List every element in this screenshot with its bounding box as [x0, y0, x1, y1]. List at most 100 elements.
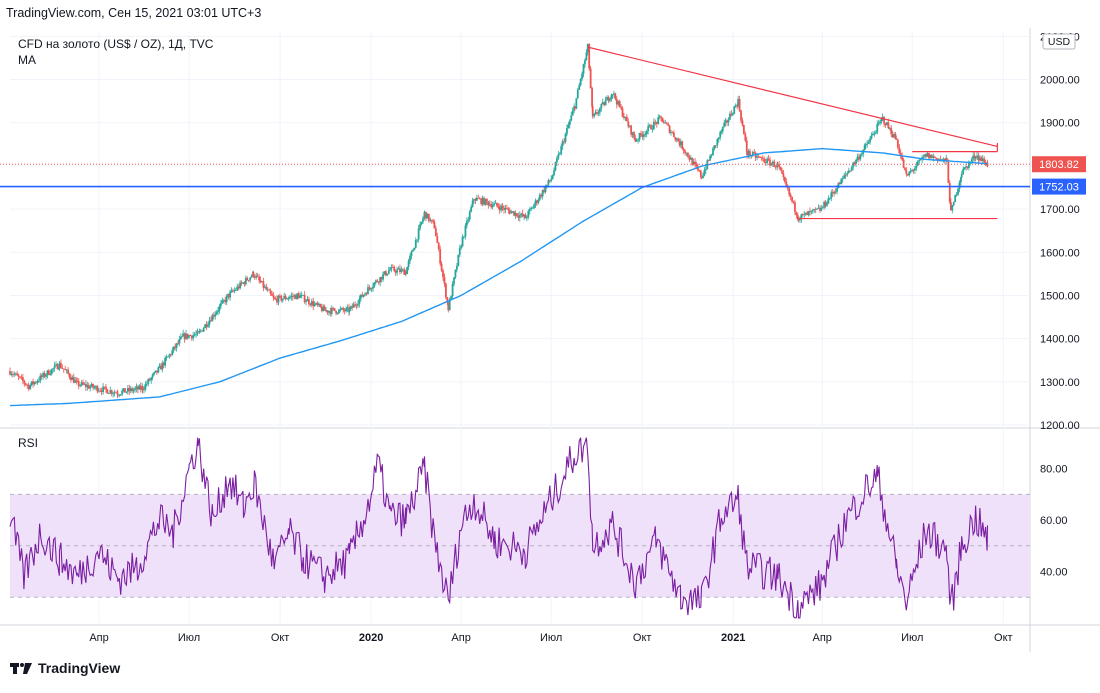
candle-body: [439, 249, 442, 264]
candle-body: [574, 106, 576, 109]
candle-body: [139, 385, 142, 390]
candle-body: [80, 382, 83, 386]
candle-body: [712, 148, 714, 156]
candle-body: [534, 200, 537, 205]
candle-body: [609, 99, 611, 101]
candle-body: [527, 210, 530, 218]
candle-body: [237, 286, 240, 289]
candle-body: [196, 331, 199, 334]
candle-body: [367, 287, 369, 295]
candle-body: [20, 377, 23, 378]
candle-body: [132, 389, 135, 392]
candle-body: [29, 385, 32, 390]
indicator-ma-label[interactable]: MA: [18, 53, 36, 67]
candle-body: [819, 207, 821, 211]
candle-body: [647, 126, 650, 131]
candle-body: [797, 219, 800, 221]
candle-body: [148, 379, 151, 381]
candle-body: [290, 295, 293, 297]
candle-body: [618, 101, 621, 107]
candle-body: [615, 99, 618, 105]
candle-body: [150, 377, 153, 381]
candle-body: [158, 365, 161, 368]
candle-body: [510, 211, 513, 214]
candle-body: [929, 154, 932, 159]
candle-body: [27, 385, 30, 390]
candle-body: [523, 214, 526, 217]
candle-body: [118, 394, 121, 396]
candle-body: [22, 377, 24, 381]
candle-body: [670, 132, 672, 134]
candle-body: [478, 198, 481, 200]
candle-body: [658, 116, 661, 118]
candle-body: [610, 95, 613, 100]
candle-body: [564, 133, 567, 142]
candle-body: [856, 156, 859, 160]
candle-body: [799, 219, 801, 221]
candle-body: [915, 165, 918, 169]
candle-body: [641, 134, 644, 137]
candle-body: [916, 161, 919, 166]
rsi-tick-label: 40.00: [1040, 567, 1068, 579]
candle-body: [763, 158, 766, 163]
candle-body: [339, 309, 342, 310]
candle-body: [305, 301, 307, 302]
candle-body: [404, 271, 407, 275]
candle-body: [503, 207, 505, 210]
symbol-title[interactable]: CFD на золото (US$ / OZ), 1Д, TVC: [18, 37, 214, 51]
candle-body: [368, 287, 371, 289]
candle-body: [387, 270, 390, 274]
candle-body: [504, 207, 507, 210]
candle-body: [870, 135, 873, 139]
candle-body: [581, 73, 583, 80]
candle-body: [852, 162, 855, 168]
candle-body: [162, 362, 165, 366]
candle-body: [942, 158, 945, 160]
candle-body: [425, 211, 427, 219]
candle-body: [258, 276, 261, 281]
candle-body: [230, 290, 233, 293]
candle-body: [747, 150, 750, 156]
candle-body: [845, 174, 847, 176]
rsi-title[interactable]: RSI: [18, 436, 39, 450]
candle-body: [312, 301, 315, 307]
candle-body: [390, 266, 393, 270]
axes: 1200.00 1300.00 1400.00 1500.00 1600.00 1700.…: [89, 31, 1079, 644]
candle-body: [229, 292, 231, 298]
candle-body: [159, 365, 162, 370]
candle-body: [731, 114, 734, 116]
price-tick-label: 1600.00: [1040, 247, 1080, 259]
candle-body: [820, 208, 823, 211]
candle-body: [137, 386, 139, 390]
candle-body: [412, 250, 414, 252]
candle-body: [373, 282, 376, 287]
candle-body: [864, 144, 867, 146]
candle-body: [959, 177, 962, 183]
candle-body: [759, 156, 761, 158]
candle-body: [16, 373, 19, 376]
candle-body: [709, 155, 712, 161]
candle-body: [182, 333, 185, 337]
candle-body: [426, 213, 429, 219]
candle-body: [821, 207, 824, 209]
candle-body: [932, 156, 935, 158]
candle-body: [358, 298, 361, 305]
candle-body: [343, 310, 346, 312]
drawings[interactable]: [0, 46, 1030, 220]
candle-body: [372, 286, 374, 289]
candle-body: [434, 228, 437, 237]
candle-body: [406, 267, 409, 275]
candle-body: [30, 381, 33, 386]
candle-body: [885, 122, 888, 126]
candle-body: [293, 295, 296, 297]
candle-body: [827, 198, 830, 204]
candle-body: [724, 120, 727, 123]
chart-legend[interactable]: CFD на золото (US$ / OZ), 1Д, TVC MA: [18, 36, 213, 68]
candle-body: [776, 163, 779, 167]
candle-body: [863, 145, 866, 150]
candle-body: [919, 159, 922, 161]
candle-body: [450, 296, 453, 299]
candle-body: [707, 160, 710, 162]
